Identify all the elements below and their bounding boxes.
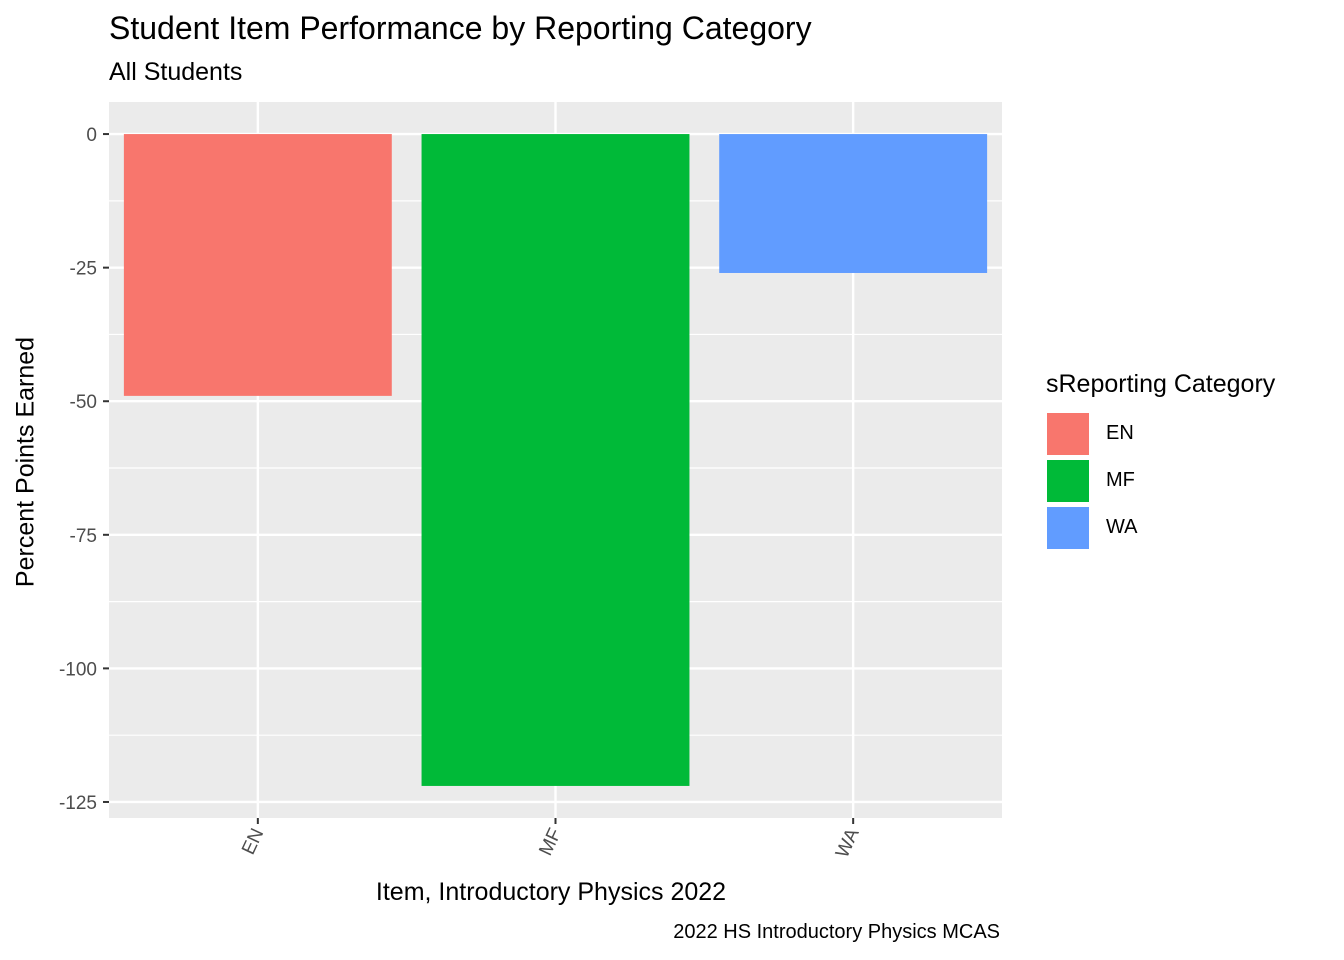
bar-mf xyxy=(421,134,690,786)
bar-wa xyxy=(719,134,988,273)
y-tick-label: -25 xyxy=(70,259,97,280)
bars xyxy=(123,134,988,786)
x-tick-label: WA xyxy=(832,825,864,861)
legend-label-mf: MF xyxy=(1106,469,1135,491)
legend-label-wa: WA xyxy=(1106,516,1138,538)
chart-title: Student Item Performance by Reporting Ca… xyxy=(109,10,812,46)
x-axis-label: Item, Introductory Physics 2022 xyxy=(375,878,727,906)
legend-item-wa: WA xyxy=(1046,506,1344,550)
x-tick-label: EN xyxy=(238,825,268,858)
y-tick-label: -75 xyxy=(70,526,97,547)
y-axis-label: Percent Points Earned xyxy=(11,336,40,588)
y-tick-label: -125 xyxy=(59,793,97,814)
legend-key-mf xyxy=(1047,460,1089,502)
legend-label-en: EN xyxy=(1106,422,1134,444)
y-tick-label: -50 xyxy=(70,392,97,413)
legend-item-en: EN xyxy=(1046,412,1344,456)
y-tick-label: 0 xyxy=(86,125,97,146)
x-tick-label: MF xyxy=(535,825,566,859)
x-axis: EN MF WA xyxy=(238,818,864,861)
legend-key-wa xyxy=(1047,507,1089,549)
chart-caption: 2022 HS Introductory Physics MCAS xyxy=(673,921,1000,943)
legend-item-mf: MF xyxy=(1046,459,1344,503)
chart-subtitle: All Students xyxy=(109,58,243,86)
legend-key-en xyxy=(1047,413,1089,455)
bar-en xyxy=(123,134,392,396)
y-tick-label: -100 xyxy=(59,659,97,680)
legend-title: sReporting Category xyxy=(1046,370,1276,398)
y-axis: 0 -25 -50 -75 -100 -125 xyxy=(59,125,109,814)
